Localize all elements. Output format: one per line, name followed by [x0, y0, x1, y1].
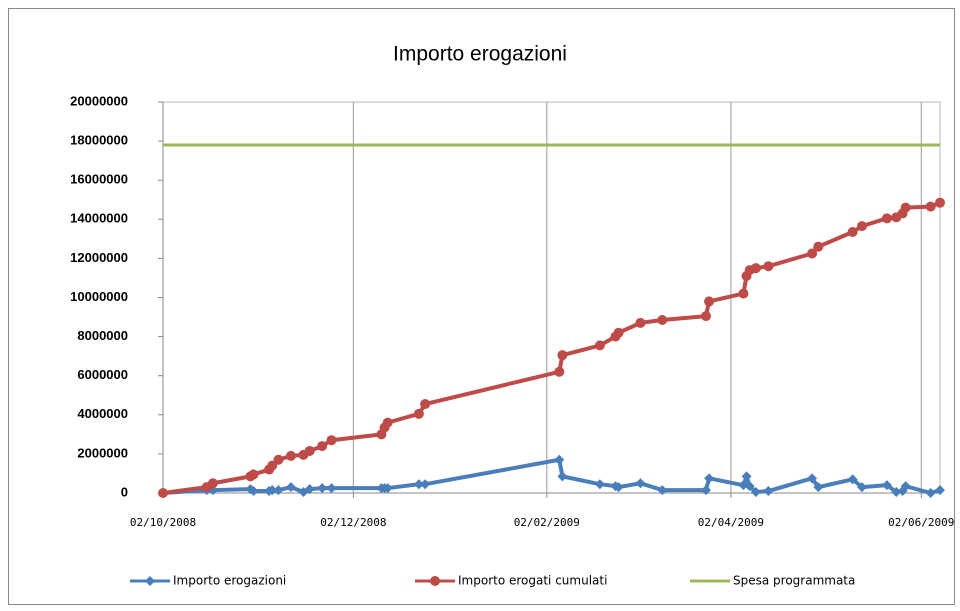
point [557, 350, 568, 361]
x-tick-label: 02/06/2009 [888, 516, 954, 529]
point [635, 317, 646, 328]
point [891, 487, 902, 498]
point [700, 485, 711, 496]
point [635, 478, 646, 489]
point [594, 340, 605, 351]
legend-marker [145, 576, 155, 586]
point [881, 480, 892, 491]
point [326, 483, 337, 494]
point [594, 479, 605, 490]
point [813, 241, 824, 252]
y-tick-label: 2000000 [77, 445, 128, 460]
point [273, 454, 284, 465]
x-tick-label: 02/04/2009 [698, 516, 764, 529]
point [856, 221, 867, 232]
point [317, 483, 328, 494]
x-tick-label: 02/02/2009 [514, 516, 580, 529]
legend-label: Importo erogati cumulati [458, 574, 607, 588]
point [657, 314, 668, 325]
point [382, 417, 393, 428]
point [763, 261, 774, 272]
point [557, 471, 568, 482]
point [738, 480, 749, 491]
point [900, 202, 911, 213]
point [326, 435, 337, 446]
point [413, 408, 424, 419]
point [813, 482, 824, 493]
legend-marker [430, 576, 440, 586]
point [317, 441, 328, 452]
point [657, 485, 668, 496]
point [304, 445, 315, 456]
point [248, 469, 259, 480]
point [763, 486, 774, 497]
point [554, 366, 565, 377]
y-tick-label: 6000000 [77, 367, 128, 382]
legend-label: Spesa programmata [733, 574, 855, 588]
point [925, 488, 936, 498]
point [807, 248, 818, 259]
y-tick-label: 0 [121, 484, 128, 499]
point [900, 481, 911, 492]
legend-label: Importo erogazioni [173, 574, 286, 588]
point [413, 479, 424, 490]
point [847, 474, 858, 485]
point [554, 454, 565, 465]
point [750, 487, 761, 498]
chart-border [8, 8, 955, 605]
y-tick-label: 16000000 [70, 172, 128, 187]
y-tick-label: 20000000 [70, 93, 128, 108]
y-tick-label: 12000000 [70, 250, 128, 265]
point [704, 473, 715, 484]
point [613, 327, 624, 338]
point [935, 197, 945, 208]
point [267, 460, 278, 471]
point [700, 311, 711, 322]
point [925, 201, 936, 212]
point [267, 485, 278, 496]
point [420, 399, 431, 410]
point [285, 482, 296, 493]
point [613, 482, 624, 493]
y-tick-label: 18000000 [70, 133, 128, 148]
point [285, 450, 296, 461]
point [881, 213, 892, 224]
chart-title: Importo erogazioni [393, 43, 567, 66]
point [856, 482, 867, 493]
point [807, 473, 818, 484]
point [847, 227, 858, 238]
y-tick-label: 14000000 [70, 211, 128, 226]
point [158, 488, 168, 498]
point [744, 481, 755, 492]
y-tick-label: 10000000 [70, 289, 128, 304]
point [750, 263, 761, 274]
point [935, 485, 945, 496]
point [207, 478, 218, 489]
point [738, 288, 749, 299]
point [741, 471, 752, 482]
y-tick-label: 8000000 [77, 328, 128, 343]
point [273, 485, 284, 496]
point [304, 484, 315, 495]
x-tick-label: 02/12/2008 [320, 516, 386, 529]
point [248, 486, 259, 497]
y-tick-label: 4000000 [77, 406, 128, 421]
x-tick-label: 02/10/2008 [130, 516, 196, 529]
point [704, 296, 715, 307]
point [420, 479, 431, 490]
point [382, 483, 393, 494]
